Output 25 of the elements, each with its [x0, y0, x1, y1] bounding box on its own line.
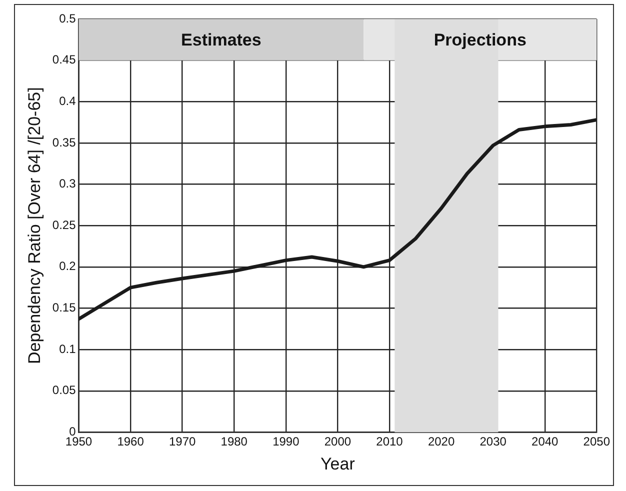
band-label: Estimates: [181, 30, 262, 50]
x-tick-label: 2050: [583, 434, 610, 449]
x-tick-label: 2000: [324, 434, 352, 449]
y-tick-label: 0.45: [52, 52, 76, 67]
y-tick-label: 0.25: [52, 218, 76, 232]
x-tick-label: 2040: [532, 434, 559, 449]
y-axis-title: Dependency Ratio [Over 64] /[20-65]: [24, 87, 44, 364]
x-tick-label: 2020: [428, 434, 455, 449]
x-tick-label: 1980: [220, 434, 248, 449]
y-tick-label: 0.35: [52, 135, 76, 150]
y-tick-label: 0.1: [59, 342, 76, 356]
band-label: Projections: [434, 30, 526, 50]
x-tick-label: 1990: [272, 434, 300, 449]
x-tick-label: 1970: [168, 434, 196, 449]
y-tick-label: 0.4: [59, 94, 76, 108]
y-tick-label: 0.5: [59, 11, 76, 26]
x-tick-label: 1950: [65, 434, 92, 449]
x-axis-title: Year: [320, 454, 356, 474]
y-tick-label: 0.3: [59, 176, 76, 191]
x-tick-label: 2030: [480, 434, 507, 449]
y-tick-label: 0.05: [52, 383, 76, 398]
y-tick-label: 0.2: [59, 259, 76, 274]
y-tick-label: 0.15: [52, 300, 76, 315]
x-tick-label: 2010: [376, 434, 404, 449]
x-tick-label: 1960: [117, 434, 144, 449]
